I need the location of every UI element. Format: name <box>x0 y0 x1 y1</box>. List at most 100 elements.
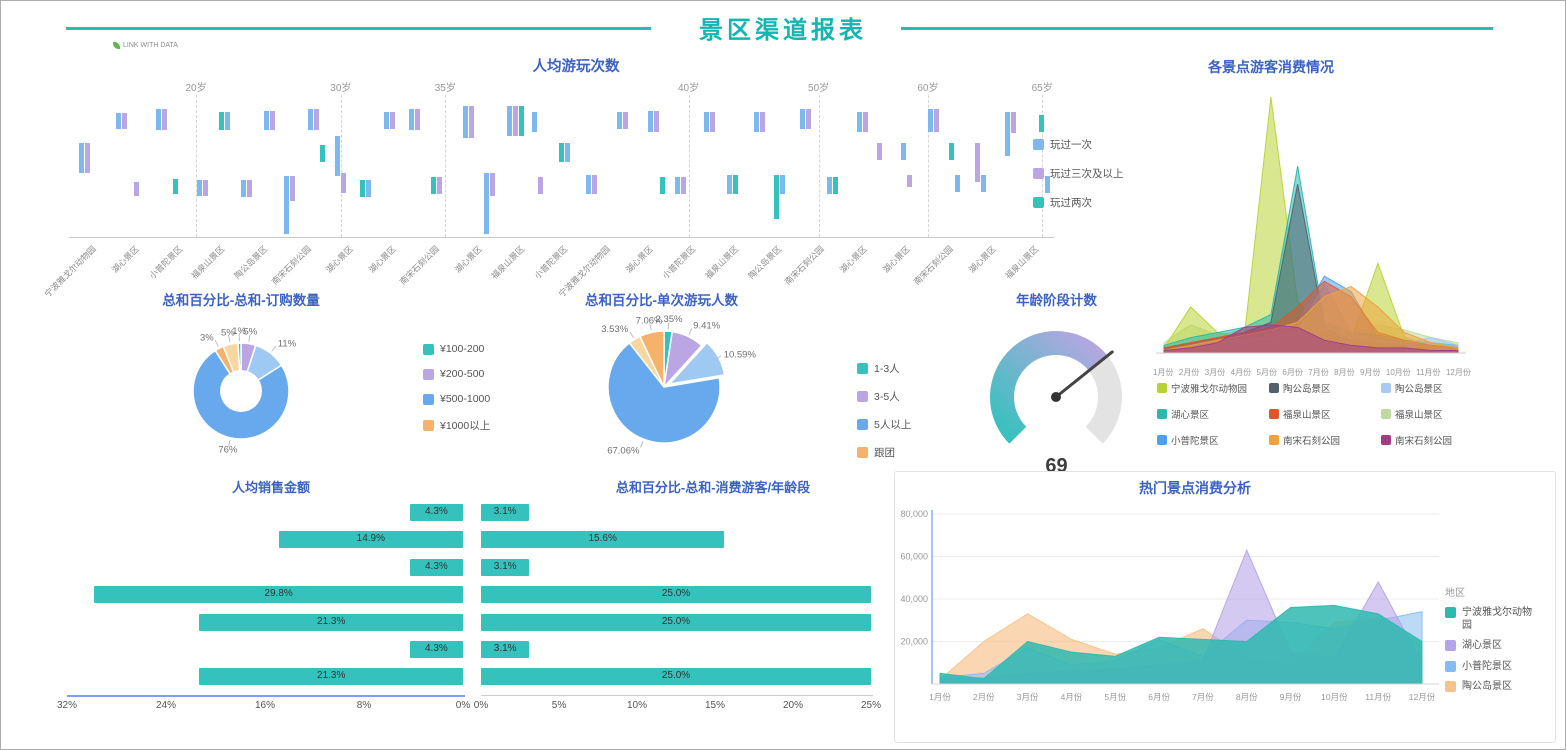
legend-item[interactable]: 小普陀景区 <box>1157 433 1269 447</box>
legend-item[interactable]: 宁波雅戈尔动物园 <box>1157 381 1269 395</box>
legend-label: 玩过三次及以上 <box>1050 168 1124 180</box>
legend-item[interactable]: 陶公岛景区 <box>1445 681 1553 694</box>
bar <box>710 112 716 132</box>
x-category-label: 福泉山景区 <box>703 243 741 281</box>
legend-label: 1-3人 <box>874 363 900 375</box>
bar <box>907 174 913 188</box>
legend-item[interactable]: ¥200-500 <box>423 368 490 380</box>
legend-item[interactable]: 福泉山景区 <box>1381 407 1493 421</box>
bar <box>616 112 622 130</box>
legend-item[interactable]: 南宋石刻公园 <box>1269 433 1381 447</box>
gauge-center <box>1051 392 1061 402</box>
legend-swatch <box>857 419 868 430</box>
bar <box>753 112 759 132</box>
bar: 3.1% <box>481 641 530 658</box>
leaf-icon <box>113 42 120 49</box>
age-tick-label: 50岁 <box>808 83 830 94</box>
legend-item[interactable]: 宁波雅戈尔动物园 <box>1445 607 1553 632</box>
legend-label: 5人以上 <box>874 419 912 431</box>
legend-item[interactable]: ¥100-200 <box>423 343 490 355</box>
bar: 25.0% <box>481 668 871 686</box>
legend-item[interactable]: 玩过两次 <box>1033 195 1124 210</box>
bar <box>975 143 981 182</box>
legend: 玩过一次玩过三次及以上玩过两次 <box>1033 137 1124 210</box>
pie-slice <box>662 330 703 390</box>
x-tick-label: 11月份 <box>1365 692 1391 702</box>
plot-area: 20,000 40,000 60,000 80,000 1月份 2月份 3月份 4月份 5月份 6… <box>900 509 1439 702</box>
slice-label: 9.41% <box>693 321 720 332</box>
y-tick-label: 60,000 <box>900 552 928 562</box>
bar <box>531 112 537 132</box>
legend-label: 小普陀景区 <box>1462 660 1512 672</box>
x-tick-label: 2月份 <box>1178 368 1200 377</box>
legend-item[interactable]: ¥1000以上 <box>423 418 490 433</box>
legend-label: 陶公岛景区 <box>1462 681 1512 692</box>
legend-title: 地区 <box>1445 588 1465 599</box>
slice-label: 11% <box>278 339 297 350</box>
x-axis-labels: 1月份 2月份 3月份 4月份 5月份 6月份 7月份 8月份 9月份 10月份 11月份 12月份 <box>1153 367 1471 378</box>
bar: 21.3% <box>199 668 463 686</box>
legend-item[interactable]: 南宋石刻公园 <box>1381 433 1493 447</box>
gauge-needle <box>1054 350 1114 399</box>
bar <box>334 136 340 176</box>
legend-swatch <box>423 420 434 431</box>
x-tick-label: 15% <box>704 700 726 711</box>
legend-swatch <box>1157 409 1167 419</box>
legend-item[interactable]: 小普陀景区 <box>1445 660 1553 674</box>
legend-label: ¥200-500 <box>440 368 485 380</box>
x-tick-label: 10月份 <box>1385 368 1411 377</box>
legend-item[interactable]: 陶公岛景区 <box>1269 381 1381 395</box>
legend-item[interactable]: ¥500-1000 <box>423 393 490 405</box>
bar <box>469 106 474 138</box>
x-axis-line <box>481 695 873 696</box>
legend-item[interactable]: 1-3人 <box>857 361 911 376</box>
legend-swatch <box>1445 640 1456 651</box>
legend-item[interactable]: 跟团 <box>857 445 911 460</box>
legend-swatch <box>1445 660 1456 672</box>
page-title: 景区渠道报表 <box>699 17 867 44</box>
legend-item[interactable]: 湖心景区 <box>1157 407 1269 421</box>
age-tick-label: 60岁 <box>917 83 939 94</box>
x-tick-label: 9月份 <box>1360 368 1381 377</box>
legend-item[interactable]: 3-5人 <box>857 389 911 404</box>
x-category-label: 福泉山景区 <box>489 243 527 281</box>
bar <box>827 177 833 195</box>
legend-item[interactable]: 玩过三次及以上 <box>1033 166 1124 181</box>
bar <box>857 112 862 132</box>
bar <box>224 112 230 131</box>
legend-swatch <box>423 368 434 380</box>
x-tick-label: 5% <box>551 700 567 711</box>
x-category-label: 湖心景区 <box>452 243 484 275</box>
chart-hot-spots: 热门景点消费分析 20,000 40,000 60,000 80,000 1月份 2月份 3… <box>894 471 1556 743</box>
title-rule-left <box>66 27 651 30</box>
bar: 25.0% <box>481 586 871 604</box>
bar <box>314 109 320 131</box>
label-line <box>629 331 634 338</box>
legend-item[interactable]: 湖心景区 <box>1445 640 1553 653</box>
bar <box>264 110 270 131</box>
chart-title: 热门景点消费分析 <box>1139 480 1251 496</box>
bar <box>134 181 139 196</box>
x-tick-label: 20% <box>782 700 804 711</box>
legend-swatch <box>1269 383 1279 393</box>
chart-age-gauge: 年龄阶段计数 69 <box>954 283 1159 493</box>
legend-swatch <box>1381 383 1391 393</box>
bar: 4.3% <box>409 504 463 521</box>
label-line <box>228 439 231 447</box>
x-category-label: 南宋石刻公园 <box>783 243 827 287</box>
legend-swatch <box>1157 435 1167 445</box>
bar <box>954 174 960 192</box>
bar <box>365 180 371 198</box>
chart-title: 各景点游客消费情况 <box>1208 59 1334 75</box>
legend-item[interactable]: 陶公岛景区 <box>1381 381 1493 395</box>
legend-item[interactable]: 5人以上 <box>857 417 911 432</box>
chart-title: 人均销售金额 <box>231 480 310 495</box>
legend-item[interactable]: 玩过一次 <box>1033 137 1124 152</box>
legend-label: 湖心景区 <box>1171 410 1210 421</box>
legend-item[interactable]: 福泉山景区 <box>1269 407 1381 421</box>
legend-label: 湖心景区 <box>1462 640 1502 651</box>
label-line <box>271 345 277 352</box>
legend-label: 宁波雅戈尔动物园 <box>1462 607 1532 631</box>
x-tick-label: 6月份 <box>1282 368 1303 377</box>
